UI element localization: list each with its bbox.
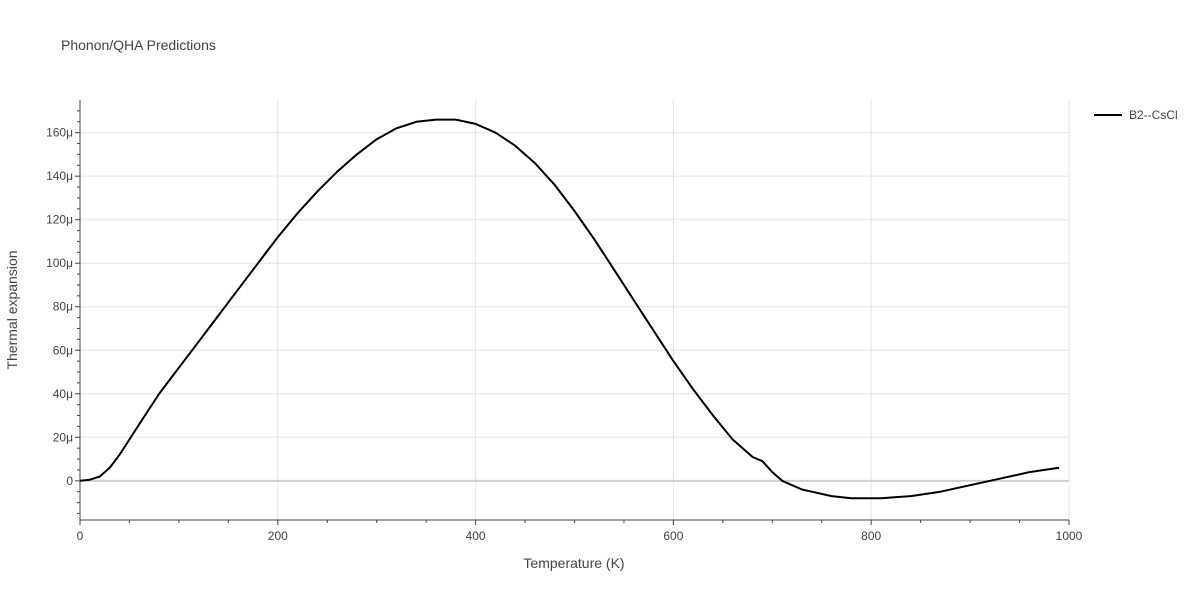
y-tick-label: 0 xyxy=(66,474,73,488)
series-line-0[interactable] xyxy=(79,118,1060,500)
x-tick-label: 200 xyxy=(268,529,288,543)
y-tick-label: 20μ xyxy=(53,430,73,444)
y-tick-label: 160μ xyxy=(46,126,73,140)
chart-title: Phonon/QHA Predictions xyxy=(61,37,216,53)
grid xyxy=(80,100,1070,520)
y-tick-label: 100μ xyxy=(46,256,73,270)
y-axis-ticks: 0 20μ 40μ 60μ 80μ 100μ 120μ 140μ 160μ xyxy=(46,126,73,488)
y-tick-label: 80μ xyxy=(53,300,73,314)
x-axis-title: Temperature (K) xyxy=(523,555,624,571)
y-tick-label: 60μ xyxy=(53,343,73,357)
y-axis-title: Thermal expansion xyxy=(4,250,20,369)
legend-label: B2--CsCl xyxy=(1129,108,1178,122)
x-axis-ticks: 0 200 400 600 800 1000 xyxy=(77,529,1083,543)
x-tick-label: 600 xyxy=(663,529,683,543)
series-layer xyxy=(79,118,1060,500)
x-tick-label: 1000 xyxy=(1056,529,1083,543)
x-tick-label: 800 xyxy=(861,529,881,543)
y-tick-label: 40μ xyxy=(53,387,73,401)
y-tick-label: 120μ xyxy=(46,213,73,227)
legend[interactable]: B2--CsCl xyxy=(1094,108,1178,122)
axes xyxy=(75,100,1070,525)
x-tick-label: 400 xyxy=(466,529,486,543)
y-tick-label: 140μ xyxy=(46,169,73,183)
x-tick-label: 0 xyxy=(77,529,84,543)
